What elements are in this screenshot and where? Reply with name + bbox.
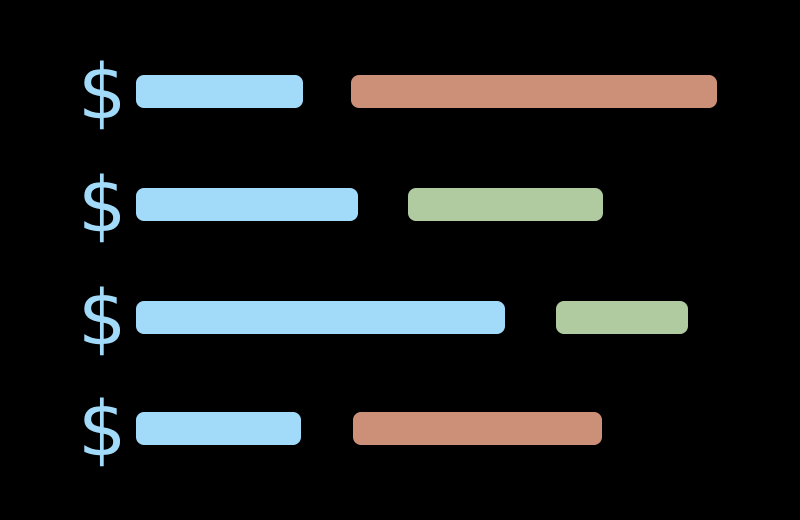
list-item: $ [0,166,800,242]
list-item: $ [0,53,800,129]
skeleton-bar-secondary [351,75,717,108]
skeleton-bar-primary [136,75,303,108]
skeleton-bar-primary [136,301,505,334]
dollar-icon: $ [78,272,127,362]
list-item: $ [0,390,800,466]
dollar-icon: $ [78,383,127,473]
skeleton-bar-primary [136,188,358,221]
skeleton-bar-secondary [408,188,603,221]
dollar-icon: $ [78,46,127,136]
skeleton-bar-secondary [556,301,688,334]
list-item: $ [0,279,800,355]
skeleton-bar-primary [136,412,301,445]
skeleton-bar-secondary [353,412,602,445]
dollar-icon: $ [78,159,127,249]
